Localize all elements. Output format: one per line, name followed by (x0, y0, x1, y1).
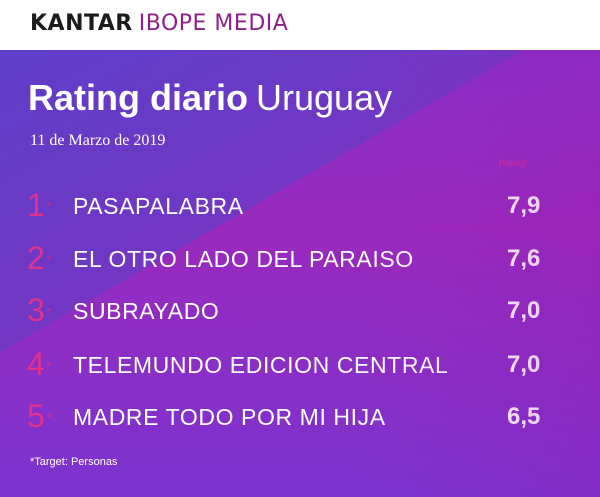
brand-name-ibope: IBOPE MEDIA (138, 11, 289, 36)
footnote: *Target: Personas (30, 456, 118, 468)
title-bold: Rating diario (28, 77, 249, 118)
rank-number: 3 ° (27, 292, 52, 328)
program-name: EL OTRO LADO DEL PARAISO (73, 246, 414, 272)
program-name: PASAPALABRA (73, 193, 244, 219)
program-name: SUBRAYADO (73, 298, 220, 324)
header: KANTAR IBOPE MEDIA (0, 0, 600, 50)
program-name: MADRE TODO POR MI HIJA (73, 404, 386, 430)
rating-value: 7,0 (507, 351, 541, 378)
ranking-row: 2 ° EL OTRO LADO DEL PARAISO 7,6 (0, 238, 600, 282)
rating-value: 7,0 (507, 297, 541, 324)
rank-number: 1 ° (27, 187, 52, 223)
rating-value: 6,5 (507, 403, 541, 430)
rating-column-header: Rating* (499, 158, 529, 168)
rating-panel: Rating diario Uruguay 11 de Marzo de 2019… (0, 50, 600, 497)
rating-value: 7,9 (507, 192, 541, 219)
rank-number: 4 ° (27, 346, 52, 382)
title-country: Uruguay (256, 77, 393, 118)
date-label: 11 de Marzo de 2019 (30, 132, 166, 149)
program-name: TELEMUNDO EDICION CENTRAL (73, 352, 449, 378)
page-title: Rating diario Uruguay (28, 78, 392, 118)
rank-number: 5 ° (27, 398, 52, 434)
ranking-row: 1 ° PASAPALABRA 7,9 (0, 185, 600, 229)
brand-name-kantar: KANTAR (30, 11, 133, 36)
rating-value: 7,6 (507, 245, 541, 272)
brand-logo: KANTAR IBOPE MEDIA (30, 11, 288, 36)
ranking-row: 5 ° MADRE TODO POR MI HIJA 6,5 (0, 396, 600, 440)
ranking-row: 3 ° SUBRAYADO 7,0 (0, 290, 600, 334)
rank-number: 2 ° (27, 240, 52, 276)
ranking-row: 4 ° TELEMUNDO EDICION CENTRAL 7,0 (0, 344, 600, 388)
